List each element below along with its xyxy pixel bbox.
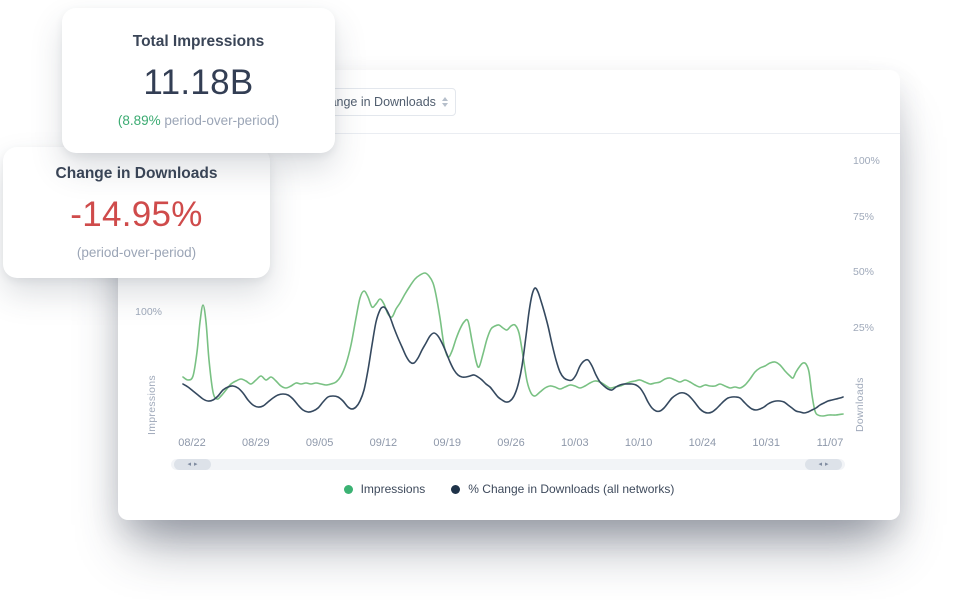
card-value: 11.18B — [143, 63, 254, 102]
x-axis-label: 09/05 — [305, 437, 334, 449]
scrollbar-thumb-right[interactable]: ◂ ▸ — [805, 459, 842, 470]
scroll-left-icon[interactable]: ◂ — [818, 461, 822, 468]
x-axis-label: 09/26 — [497, 437, 525, 449]
card-subtitle: (period-over-period) — [76, 245, 197, 260]
x-axis-label: 10/03 — [561, 437, 589, 449]
series-line-impressions — [182, 272, 844, 417]
legend-label: Impressions — [360, 482, 426, 496]
legend-item[interactable]: % Change in Downloads (all networks) — [451, 482, 674, 496]
card-title: Change in Downloads — [55, 165, 218, 182]
x-axis-label: 10/24 — [688, 437, 717, 449]
legend-dot-icon — [343, 484, 353, 494]
chart-scrollbar[interactable]: ◂ ▸ ◂ ▸ — [171, 459, 845, 470]
x-axis-label: 10/31 — [752, 437, 780, 449]
change-in-downloads-card: Change in Downloads -14.95% (period-over… — [3, 147, 270, 278]
x-axis-label: 10/10 — [624, 437, 653, 449]
series-line-downloads — [182, 287, 844, 414]
scrollbar-thumb-left[interactable]: ◂ ▸ — [174, 459, 211, 470]
toolbar-divider — [118, 133, 900, 134]
right-axis-title: Downloads — [854, 377, 866, 433]
right-axis-tick: 75% — [853, 211, 875, 223]
x-axis-label: 11/07 — [816, 437, 844, 449]
right-axis-tick: 50% — [853, 266, 875, 278]
scroll-left-icon[interactable]: ◂ — [187, 461, 191, 468]
legend-item[interactable]: Impressions — [343, 482, 426, 496]
legend-label: % Change in Downloads (all networks) — [468, 482, 675, 496]
card-value: -14.95% — [70, 195, 203, 234]
right-axis-tick: 25% — [853, 322, 875, 334]
right-axis-tick: 100% — [853, 155, 880, 167]
card-subtitle: (8.89% period-over-period) — [118, 113, 279, 128]
x-axis-label: 09/19 — [433, 437, 461, 449]
x-axis-label: 08/29 — [242, 437, 270, 449]
scroll-right-icon[interactable]: ▸ — [194, 461, 198, 468]
left-axis-title: Impressions — [146, 375, 158, 435]
chevron-updown-icon — [441, 97, 448, 107]
x-axis-label: 09/12 — [369, 437, 398, 449]
left-axis-tick: 100% — [135, 306, 162, 318]
total-impressions-card: Total Impressions 11.18B (8.89% period-o… — [62, 8, 335, 153]
scroll-right-icon[interactable]: ▸ — [825, 461, 829, 468]
card-title: Total Impressions — [132, 33, 265, 50]
delta-suffix: period-over-period) — [160, 113, 280, 128]
delta-percent: (8.89% — [117, 113, 161, 128]
legend-dot-icon — [451, 484, 461, 494]
x-axis-label: 08/22 — [178, 437, 206, 449]
chart-legend: Impressions % Change in Downloads (all ne… — [118, 482, 900, 496]
